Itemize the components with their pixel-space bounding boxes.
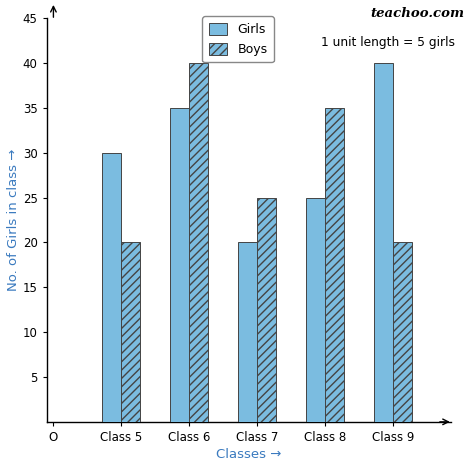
Y-axis label: No. of Girls in class →: No. of Girls in class →: [7, 149, 20, 291]
Bar: [102, 153, 121, 422]
Bar: [306, 197, 325, 422]
Bar: [374, 63, 393, 422]
Bar: [189, 63, 208, 422]
X-axis label: Classes →: Classes →: [216, 448, 281, 461]
Bar: [170, 108, 189, 422]
Bar: [257, 197, 276, 422]
Bar: [121, 242, 140, 422]
Bar: [238, 242, 257, 422]
Legend: Girls, Boys: Girls, Boys: [202, 16, 273, 62]
Text: teachoo.com: teachoo.com: [371, 7, 465, 20]
Bar: [325, 108, 344, 422]
Text: 1 unit length = 5 girls: 1 unit length = 5 girls: [321, 37, 456, 50]
Bar: [393, 242, 412, 422]
